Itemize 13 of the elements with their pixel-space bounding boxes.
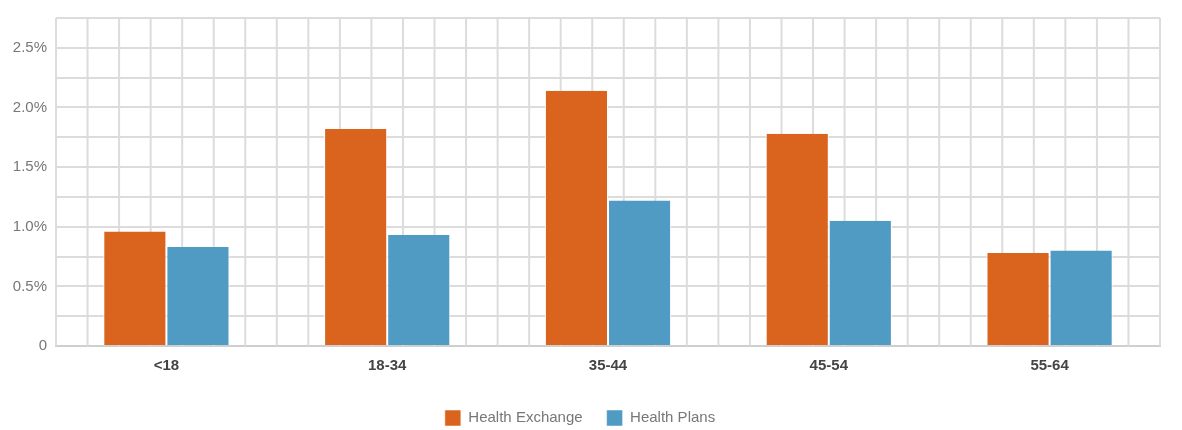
y-tick-label: 2.5% (12, 37, 47, 55)
legend-label: Health Exchange (468, 408, 583, 426)
y-tick-label: 0 (38, 336, 47, 354)
legend-label: Health Plans (630, 408, 716, 426)
y-tick-label: 0.5% (12, 276, 47, 294)
x-tick-label: <18 (153, 356, 180, 374)
x-tick-label: 55-64 (1030, 356, 1070, 374)
x-tick-label: 45-54 (809, 356, 849, 374)
y-tick-label: 1.0% (12, 216, 47, 234)
y-tick-label: 2.0% (12, 97, 47, 115)
x-tick-label: 35-44 (588, 356, 628, 374)
y-tick-label: 1.5% (12, 157, 47, 175)
x-tick-label: 18-34 (368, 356, 408, 374)
